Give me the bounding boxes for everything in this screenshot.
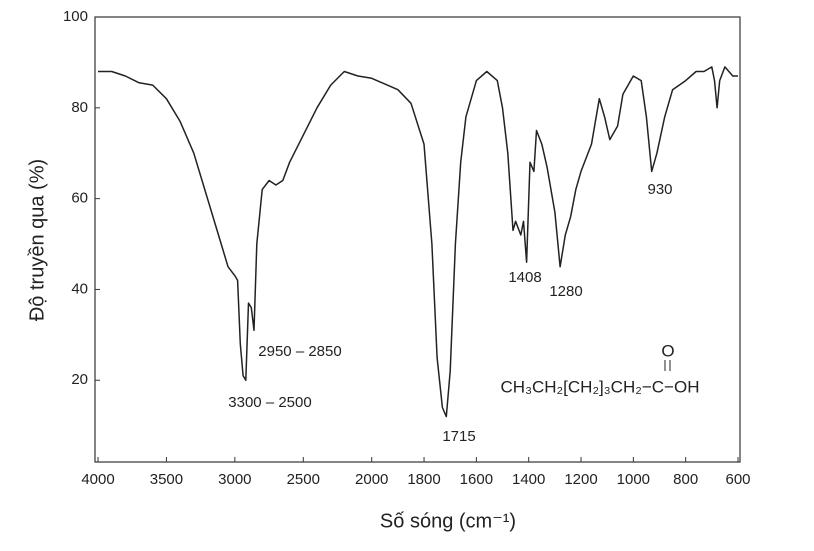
formula-oxygen: O xyxy=(661,341,674,360)
x-tick-label: 2000 xyxy=(355,471,388,488)
x-tick-label: 3500 xyxy=(150,471,183,488)
peak-label: 1280 xyxy=(549,283,582,300)
plot-frame xyxy=(94,16,741,463)
y-tick-label: 40 xyxy=(71,280,88,297)
peak-label: 1408 xyxy=(508,269,541,286)
x-tick-label: 1800 xyxy=(407,471,440,488)
y-tick-label: 100 xyxy=(63,8,88,25)
peak-label: 1715 xyxy=(442,428,475,445)
x-tick-label: 2500 xyxy=(287,471,320,488)
y-axis-label: Độ truyền qua (%) xyxy=(26,159,48,321)
spectrum-line xyxy=(98,66,738,418)
x-tick-label: 1000 xyxy=(617,471,650,488)
x-tick-label: 3000 xyxy=(218,471,251,488)
formula: CH₃CH₂[CH₂]₃CH₂−C−OH xyxy=(501,377,700,396)
x-tick-label: 4000 xyxy=(81,471,114,488)
x-tick-label: 1600 xyxy=(460,471,493,488)
peak-label: 2950 – 2850 xyxy=(258,343,341,360)
x-tick-label: 600 xyxy=(725,471,750,488)
x-tick-label: 800 xyxy=(673,471,698,488)
x-axis-label: Số sóng (cm⁻¹) xyxy=(380,510,516,532)
x-tick-label: 1200 xyxy=(564,471,597,488)
x-tick-label: 1400 xyxy=(512,471,545,488)
peak-label: 3300 – 2500 xyxy=(228,394,311,411)
y-tick-label: 80 xyxy=(71,99,88,116)
y-tick-label: 60 xyxy=(71,190,88,207)
y-tick-label: 20 xyxy=(71,371,88,388)
peak-label: 930 xyxy=(647,181,672,198)
